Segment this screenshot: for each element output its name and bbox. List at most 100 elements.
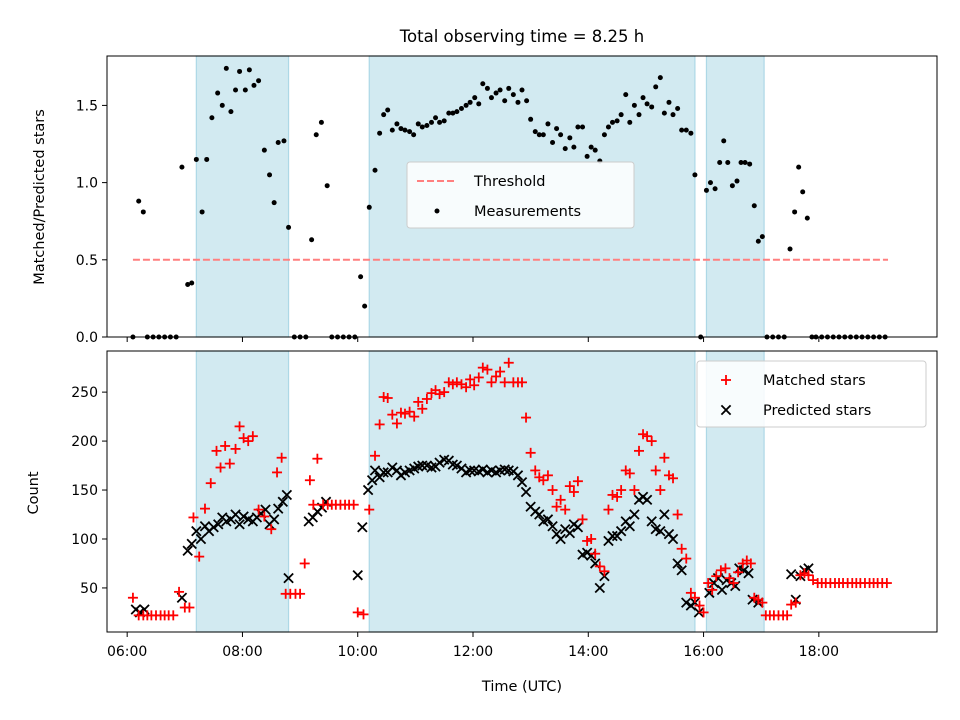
measurement-point	[215, 90, 221, 96]
measurement-point	[324, 183, 330, 189]
predicted-star-point	[785, 568, 797, 580]
measurement-point	[185, 282, 191, 288]
measurement-point	[286, 224, 292, 230]
measurement-point	[415, 121, 421, 127]
matched-star-point	[399, 408, 410, 419]
matched-star-point	[720, 563, 731, 574]
predicted-star-point	[655, 525, 666, 537]
predicted-star-point	[534, 509, 545, 520]
measurement-point	[800, 189, 806, 195]
measurement-point	[609, 119, 615, 125]
measurement-point	[437, 119, 443, 125]
measurement-point	[271, 200, 277, 206]
matched-star-point	[694, 600, 705, 611]
measurement-point	[631, 102, 637, 108]
measurement-point	[429, 119, 435, 125]
matched-star-point	[634, 445, 645, 456]
predicted-star-point	[186, 538, 197, 550]
measurement-point	[488, 95, 494, 101]
matched-star-point	[715, 565, 726, 576]
predicted-star-point	[615, 525, 627, 537]
predicted-star-point	[230, 509, 241, 520]
measurement-point	[636, 112, 642, 118]
measurement-point	[545, 121, 551, 127]
measurement-point	[381, 112, 387, 118]
matched-star-point	[525, 447, 536, 458]
measurement-point	[618, 112, 624, 118]
panel-ratio-frame	[106, 55, 938, 338]
matched-star-point	[247, 431, 258, 442]
measurement-point	[189, 280, 195, 286]
predicted-star-point	[512, 470, 524, 481]
panel-ratio-y-tick-label: 0.5	[76, 253, 98, 269]
measurement-point	[402, 127, 408, 133]
matched-star-point	[299, 558, 310, 569]
matched-star-point	[409, 411, 420, 422]
matched-star-point	[266, 524, 277, 535]
measurement-point	[281, 138, 287, 144]
matched-star-point	[461, 382, 472, 393]
measurement-point	[358, 274, 364, 280]
measurement-point	[193, 156, 199, 162]
matched-star-point	[404, 406, 415, 417]
measurement-point	[679, 127, 685, 133]
measurement-point	[683, 127, 689, 133]
measurement-point	[554, 126, 560, 132]
measurement-point	[362, 303, 368, 309]
predicted-star-point	[434, 457, 445, 468]
matched-star-point	[421, 393, 432, 404]
matched-star-point	[174, 586, 185, 597]
matched-star-point	[215, 462, 226, 473]
measurement-point	[407, 129, 413, 135]
legend-predicted-label: Predicted stars	[763, 403, 871, 419]
matched-star-point	[348, 499, 359, 510]
predicted-star-point	[607, 530, 618, 542]
measurement-point	[688, 130, 694, 136]
measurement-point	[424, 122, 430, 128]
panel-counts-frame	[106, 350, 938, 633]
measurements-series	[130, 65, 888, 340]
predicted-star-point	[672, 558, 683, 569]
panel-counts-y-ticks: 50 100 150 200 250	[71, 385, 107, 597]
legend-measurements-swatch	[434, 208, 440, 214]
measurement-point	[275, 139, 281, 145]
measurement-point	[649, 104, 655, 110]
predicted-star-point	[464, 465, 476, 476]
panel-counts-shaded-interval	[195, 350, 290, 633]
predicted-star-point	[555, 533, 566, 545]
matched-star-point	[194, 551, 205, 562]
measurement-point	[502, 98, 508, 104]
matched-star-point	[243, 436, 254, 447]
matched-star-point	[503, 357, 514, 368]
predicted-star-point	[681, 597, 692, 608]
measurement-point	[670, 112, 676, 118]
matched-star-point	[711, 571, 722, 582]
matched-star-point	[370, 450, 381, 461]
measurement-point	[738, 160, 744, 166]
legend-ratio: Threshold Measurements	[406, 161, 635, 229]
predicted-star-point	[272, 503, 284, 514]
measurement-point	[261, 147, 267, 153]
matched-star-point	[698, 607, 709, 618]
measurement-point	[614, 118, 620, 124]
matched-star-point	[538, 475, 549, 486]
legend-matched-swatch	[721, 375, 731, 385]
matched-star-point	[391, 418, 402, 429]
predicted-star-point	[477, 464, 489, 475]
matched-star-point	[668, 473, 679, 484]
matched-star-point	[211, 445, 222, 456]
measurement-point	[394, 121, 400, 127]
measurement-point	[450, 110, 456, 116]
matched-star-point	[308, 499, 319, 510]
measurement-point	[519, 87, 525, 93]
matched-star-point	[689, 592, 700, 603]
matched-star-point	[603, 504, 614, 515]
measurement-point	[804, 215, 810, 221]
measurement-point	[558, 132, 564, 138]
measurement-point	[653, 84, 659, 90]
panel-ratio-y-tick-label: 1.5	[76, 98, 98, 114]
measurement-point	[246, 67, 252, 73]
measurement-point	[199, 209, 205, 215]
measurement-point	[605, 124, 611, 130]
measurement-point	[385, 107, 391, 113]
